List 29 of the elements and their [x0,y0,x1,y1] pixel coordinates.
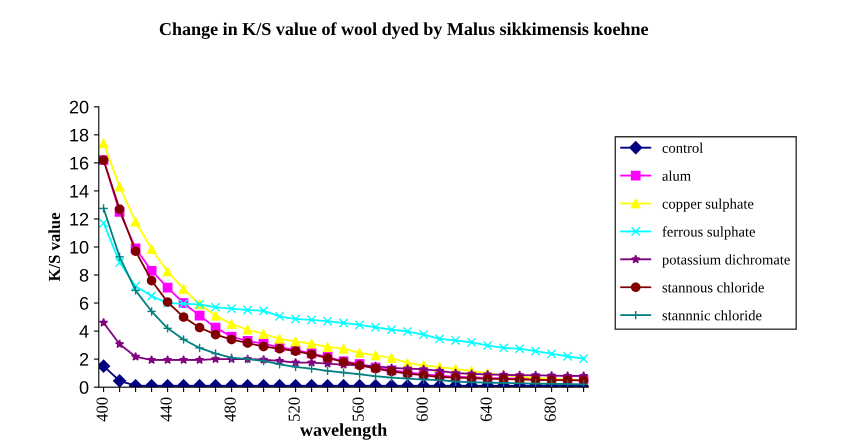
y-tick-label: 4 [79,325,89,338]
y-tick-label: 6 [80,296,88,310]
y-tick-label: 0 [80,381,88,394]
y-tick-label: 12 [70,212,88,226]
y-tick-label: 18 [70,128,88,142]
legend-label: stannous chloride [662,282,764,292]
x-axis-title: wavelength [300,423,387,440]
y-tick-label: 8 [80,268,88,282]
y-axis-title: K/S value [48,212,60,282]
legend-label: alum [662,170,691,181]
legend-label: stannnic chloride [662,310,762,320]
y-tick-label: 14 [70,185,89,198]
x-tick-label: 520 [288,398,300,421]
x-tick-label: 400 [96,398,108,422]
legend-label: potassium dichromate [662,254,790,268]
x-tick-label: 440 [160,398,172,422]
x-tick-label: 560 [352,398,364,421]
x-tick-label: 480 [224,398,236,422]
legend-label: copper sulphate [662,198,754,212]
y-tick-label: 10 [70,240,88,254]
x-tick-label: 600 [416,398,428,422]
x-tick-label: 680 [544,398,556,422]
y-tick-label: 16 [70,156,88,170]
x-tick-label: 640 [480,398,492,422]
y-tick-label: 20 [70,100,88,114]
y-tick-label: 2 [80,353,88,366]
legend-label: control [662,142,703,153]
chart-title: Change in K/S value of wool dyed by Malus sikkimensis koehne [160,22,648,39]
legend-label: ferrous sulphate [662,226,755,240]
